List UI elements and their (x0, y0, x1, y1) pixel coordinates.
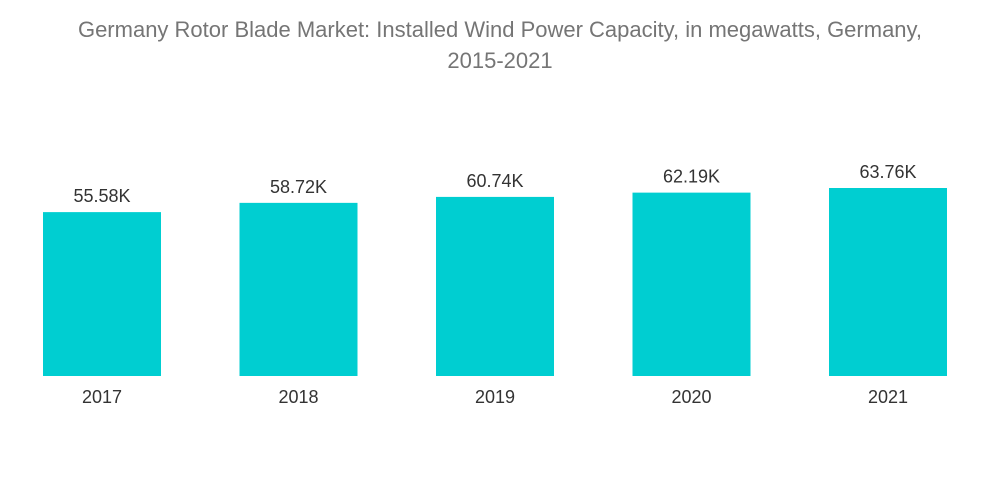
x-tick-label-2019: 2019 (475, 387, 515, 407)
x-axis-tick-labels: 2017 2018 2019 2020 2021 (82, 387, 908, 407)
bar-2020 (632, 192, 751, 376)
value-labels-group: 55.58K 58.72K 60.74K 62.19K 63.76K (73, 162, 916, 206)
value-label-2021: 63.76K (859, 162, 916, 182)
chart-title-line2: 2015-2021 (447, 48, 553, 73)
value-label-2018: 58.72K (270, 177, 327, 197)
bar-2019 (436, 196, 554, 376)
value-label-2017: 55.58K (73, 186, 130, 206)
bar-2018 (239, 202, 358, 376)
value-label-2020: 62.19K (663, 167, 720, 187)
x-tick-label-2018: 2018 (278, 387, 318, 407)
chart-title: Germany Rotor Blade Market: Installed Wi… (0, 14, 1000, 76)
x-tick-label-2020: 2020 (671, 387, 711, 407)
x-tick-label-2021: 2021 (868, 387, 908, 407)
bars-group (43, 188, 947, 376)
bar-2021 (829, 188, 947, 376)
value-label-2019: 60.74K (466, 171, 523, 191)
x-tick-label-2017: 2017 (82, 387, 122, 407)
bar-2017 (43, 212, 161, 376)
chart-title-line1: Germany Rotor Blade Market: Installed Wi… (77, 17, 923, 42)
